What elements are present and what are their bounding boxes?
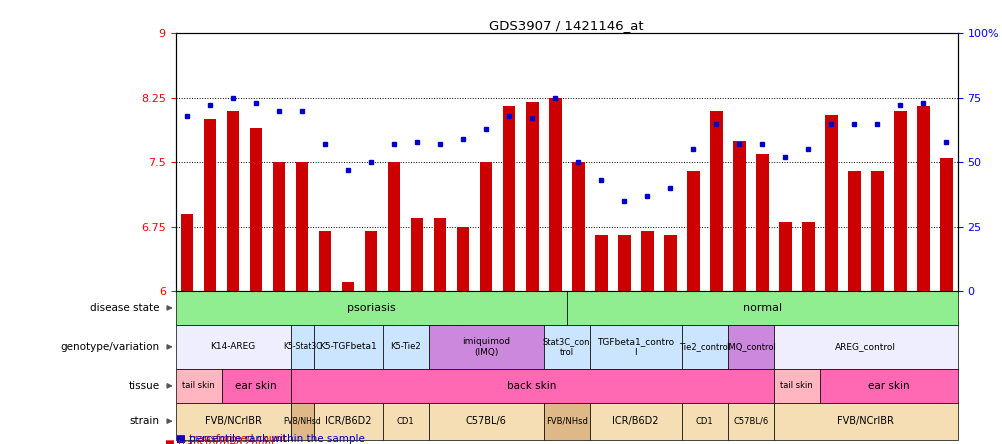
Bar (686, 171, 698, 291)
Bar (175, 291, 566, 325)
Bar (175, 403, 291, 440)
Bar (175, 325, 291, 369)
Bar (479, 162, 492, 291)
Bar (589, 325, 681, 369)
Text: Stat3C_con
trol: Stat3C_con trol (542, 337, 590, 357)
Text: back skin: back skin (507, 381, 556, 391)
Bar (594, 235, 607, 291)
Bar (847, 171, 860, 291)
Text: K5-Tie2: K5-Tie2 (390, 342, 421, 351)
Text: disease state: disease state (90, 303, 159, 313)
Bar (314, 403, 382, 440)
Bar (732, 141, 744, 291)
Bar (773, 325, 957, 369)
Bar (411, 218, 423, 291)
Text: FVB/NHsd: FVB/NHsd (283, 416, 321, 426)
Bar (589, 403, 681, 440)
Bar (175, 369, 221, 403)
Text: tail skin: tail skin (182, 381, 214, 390)
Bar (756, 154, 768, 291)
Bar (434, 218, 446, 291)
Bar (291, 369, 773, 403)
Text: Tie2_control: Tie2_control (678, 342, 729, 351)
Text: tissue: tissue (128, 381, 159, 391)
Bar (727, 325, 773, 369)
Bar (681, 403, 727, 440)
Text: imiquimod
(IMQ): imiquimod (IMQ) (462, 337, 510, 357)
Bar (870, 171, 883, 291)
Bar (456, 226, 469, 291)
Text: IMQ_control: IMQ_control (725, 342, 775, 351)
Text: C57BL/6: C57BL/6 (465, 416, 506, 426)
Bar (502, 106, 515, 291)
Text: C57BL/6: C57BL/6 (732, 416, 768, 426)
Text: TGFbeta1_contro
l: TGFbeta1_contro l (596, 337, 673, 357)
Bar (428, 403, 543, 440)
Text: FVB/NHsd: FVB/NHsd (545, 416, 587, 426)
Text: psoriasis: psoriasis (347, 303, 395, 313)
Bar (365, 231, 377, 291)
Text: FVB/NCrIBR: FVB/NCrIBR (204, 416, 262, 426)
Bar (566, 291, 957, 325)
Bar (825, 115, 837, 291)
Bar (640, 231, 653, 291)
Bar (916, 106, 929, 291)
Bar (319, 231, 331, 291)
Bar (727, 403, 773, 440)
Bar (548, 98, 561, 291)
Bar (221, 369, 291, 403)
Text: K5-Stat3C: K5-Stat3C (283, 342, 321, 351)
Bar (314, 325, 382, 369)
Bar (543, 403, 589, 440)
Bar (226, 111, 239, 291)
Bar (180, 214, 193, 291)
Bar (779, 222, 791, 291)
Text: ICR/B6D2: ICR/B6D2 (325, 416, 371, 426)
Bar (388, 162, 400, 291)
Bar (571, 162, 584, 291)
Bar (428, 325, 543, 369)
Bar (802, 222, 814, 291)
Text: ear skin: ear skin (235, 381, 277, 391)
Text: tail skin: tail skin (780, 381, 813, 390)
Bar (525, 102, 538, 291)
Text: ■ transformed count: ■ transformed count (175, 434, 286, 444)
Bar (939, 158, 952, 291)
Bar (709, 111, 721, 291)
Bar (773, 403, 957, 440)
Text: strain: strain (129, 416, 159, 426)
Bar (893, 111, 906, 291)
Bar (296, 162, 308, 291)
Text: ICR/B6D2: ICR/B6D2 (612, 416, 658, 426)
Bar (617, 235, 630, 291)
Bar (382, 325, 428, 369)
Bar (291, 403, 314, 440)
Bar (249, 128, 263, 291)
Text: normal: normal (741, 303, 782, 313)
Bar (342, 282, 354, 291)
Bar (382, 403, 428, 440)
Text: AREG_control: AREG_control (835, 342, 896, 351)
Text: ■ transformed count: ■ transformed count (165, 439, 276, 444)
Bar (203, 119, 216, 291)
Bar (543, 325, 589, 369)
Text: ■ percentile rank within the sample: ■ percentile rank within the sample (175, 422, 364, 444)
Bar (681, 325, 727, 369)
Text: CD1: CD1 (397, 416, 414, 426)
Text: K5-TGFbeta1: K5-TGFbeta1 (319, 342, 377, 351)
Text: genotype/variation: genotype/variation (60, 342, 159, 352)
Bar (291, 325, 314, 369)
Text: K14-AREG: K14-AREG (210, 342, 256, 351)
Bar (663, 235, 676, 291)
Title: GDS3907 / 1421146_at: GDS3907 / 1421146_at (489, 19, 643, 32)
Bar (773, 369, 819, 403)
Bar (819, 369, 957, 403)
Text: FVB/NCrIBR: FVB/NCrIBR (837, 416, 894, 426)
Text: CD1: CD1 (695, 416, 712, 426)
Text: ear skin: ear skin (867, 381, 909, 391)
Bar (273, 162, 286, 291)
